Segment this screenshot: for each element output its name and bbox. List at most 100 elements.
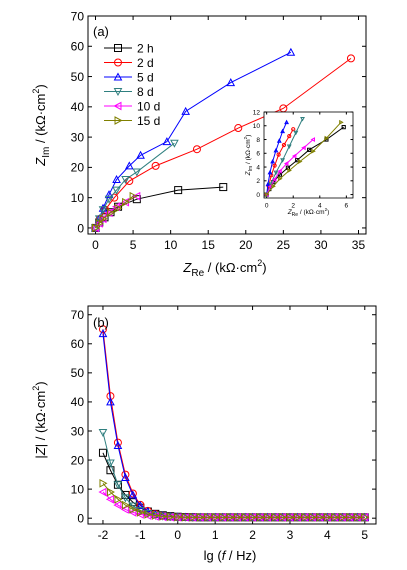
panel-b-point — [114, 494, 123, 504]
panel-b-point — [113, 500, 122, 510]
inset-point — [283, 161, 289, 167]
inset-point — [265, 181, 271, 187]
legend-label: 5 d — [137, 71, 154, 85]
panel-a-point — [286, 47, 296, 56]
panel-a-point — [104, 190, 114, 199]
inset-point — [271, 176, 277, 182]
panel-a-point — [151, 161, 160, 170]
panel-b-point — [121, 472, 130, 481]
inset-point — [310, 137, 316, 142]
panel-a-series — [90, 47, 355, 233]
inset-point — [300, 117, 305, 122]
panel-a-x-tick-label: 15 — [202, 238, 216, 252]
panel-b-point — [98, 428, 108, 437]
panel-b-point — [219, 512, 228, 522]
panel-b-point — [99, 478, 108, 488]
panel-b-point — [346, 512, 355, 522]
panel-a-x-tick-label: 0 — [92, 238, 99, 252]
panel-b-y-tick-label: 50 — [71, 366, 85, 380]
inset-x-tick-label: 4 — [318, 203, 322, 210]
inset-series-line — [266, 118, 303, 195]
panel-b-point — [105, 494, 114, 504]
inset-y-tick-label: 2 — [256, 178, 260, 185]
panel-b-point — [113, 481, 123, 490]
panel-b-y-tick-label: 10 — [71, 482, 85, 496]
inset-point — [270, 158, 276, 164]
panel-b-x-tick-label: 5 — [361, 528, 368, 542]
panel-a-x-tick-label: 10 — [164, 238, 178, 252]
panel-b-point — [144, 510, 153, 519]
panel-b-point — [121, 500, 130, 510]
inset-axis-label-part: Re — [292, 212, 299, 218]
inset-axis-label-part: ) — [327, 209, 329, 216]
inset-point — [267, 169, 273, 175]
legend-label: 10 d — [137, 100, 160, 114]
inset-point — [276, 138, 282, 143]
inset-point — [278, 176, 283, 182]
panel-b-y-tick-label: 30 — [71, 424, 85, 438]
inset-point — [298, 159, 303, 164]
panel-b-y-tick-label: 0 — [77, 512, 84, 526]
legend-label: 2 h — [137, 42, 154, 56]
panel-b-point — [331, 512, 340, 522]
panel-a-point — [132, 191, 141, 201]
panel-b-series — [98, 325, 370, 522]
panel-b-x-tick-label: 4 — [324, 528, 331, 542]
panel-a-point — [114, 203, 123, 213]
panel-a-label: (a) — [93, 24, 109, 39]
panel-b-series-line — [102, 482, 365, 518]
panel-b-point — [121, 494, 130, 503]
panel-b-point — [264, 512, 273, 522]
panel-b-point — [204, 512, 213, 522]
panel-a-point — [122, 197, 131, 207]
panel-b-point — [128, 489, 137, 498]
panel-a-y-tick-label: 10 — [71, 191, 85, 205]
panel-b-point — [308, 512, 317, 522]
panel-b-point — [136, 508, 145, 517]
panel-a-series-line — [95, 51, 292, 229]
inset-point — [284, 119, 290, 125]
inset-point — [307, 147, 312, 152]
panel-a-plot-frame — [87, 15, 367, 235]
panel-b-point — [166, 512, 175, 522]
inset-axis-label-part: ) — [245, 135, 252, 137]
legend-marker — [113, 88, 123, 97]
panel-b-y-tick-label: 40 — [71, 395, 85, 409]
panel-b-point — [150, 512, 159, 521]
inset-point — [277, 172, 283, 177]
panel-a-y-tick-label: 50 — [71, 70, 85, 84]
inset-y-tick-label: 6 — [256, 151, 260, 158]
panel-b-series-line — [102, 329, 365, 518]
panel-b-point — [189, 512, 198, 522]
panel-a-x-tick-label: 25 — [277, 238, 291, 252]
panel-a-point — [346, 54, 355, 63]
legend-marker — [114, 58, 122, 67]
panel-b-point — [196, 512, 205, 522]
panel-b-point — [286, 512, 295, 522]
panel-a-point — [170, 139, 179, 148]
inset-point — [264, 192, 270, 197]
inset-axis-label-part: / (kΩ·cm — [245, 139, 252, 166]
panel-b-point — [129, 505, 138, 514]
inset-y-tick-label: 4 — [256, 164, 260, 171]
panel-a-y-tick-label: 40 — [71, 100, 85, 114]
panel-b-point — [128, 508, 137, 517]
panel-b-y-tick-label: 70 — [71, 308, 85, 322]
panel-b-y-tick-label: 20 — [71, 453, 85, 467]
inset-point — [341, 125, 346, 130]
inset-x-axis-label: ZRe / (kΩ·cm2) — [287, 207, 330, 218]
panel-a-x-tick-label: 20 — [239, 238, 253, 252]
panel-b-point — [151, 511, 160, 520]
inset-point — [311, 148, 316, 154]
panel-a-point — [99, 214, 108, 224]
inset-point — [301, 145, 306, 151]
panel-a-y-tick-label: 0 — [77, 221, 84, 235]
panel-b-point — [234, 512, 243, 522]
panel-a-point — [112, 186, 121, 195]
panel-a-y-tick-label: 20 — [71, 161, 85, 175]
